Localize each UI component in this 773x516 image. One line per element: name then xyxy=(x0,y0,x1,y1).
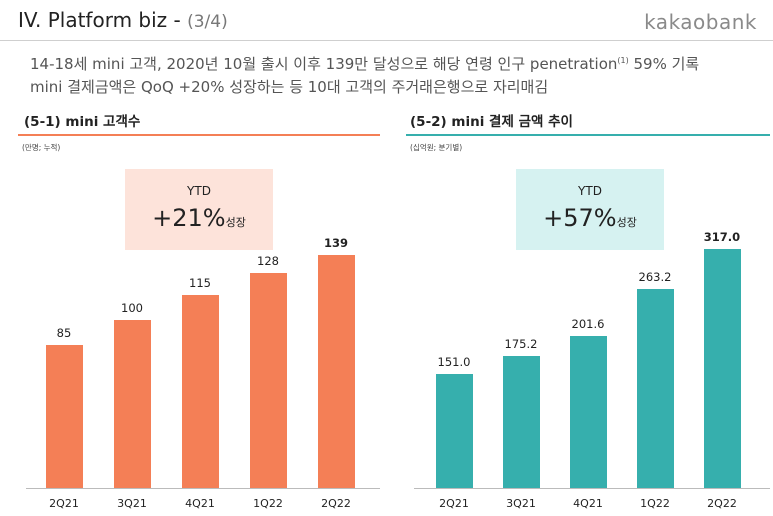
chart-right-tick-label-1Q22: 1Q22 xyxy=(640,497,670,510)
chart-right-bar-4Q21 xyxy=(569,336,607,488)
subtitle-line-1: 14-18세 mini 고객, 2020년 10월 출시 이후 139만 달성으… xyxy=(30,53,699,74)
chart-left-tick-label-3Q21: 3Q21 xyxy=(117,497,147,510)
chart-left-value-label-2Q22: 139 xyxy=(323,236,348,250)
chart-right-ytd-callout: YTD +57%성장 xyxy=(516,169,664,250)
chart-left-tick-label-2Q22: 2Q22 xyxy=(321,497,351,510)
chart-left-bar-2Q21 xyxy=(45,345,83,488)
chart-left-unit: (만명; 누적) xyxy=(22,143,61,152)
chart-left-value-label-2Q21: 85 xyxy=(56,326,72,340)
chart-right-ytd-label: YTD xyxy=(578,184,602,198)
chart-left-tick-label-1Q22: 1Q22 xyxy=(253,497,283,510)
header-divider xyxy=(0,40,773,41)
chart-right-bar-2Q21 xyxy=(435,374,473,488)
chart-right-bar-1Q22 xyxy=(636,289,674,488)
page-title: IV. Platform biz - (3/4) xyxy=(18,8,228,32)
chart-right-x-axis xyxy=(414,488,770,489)
chart-right-value-label-3Q21: 175.2 xyxy=(504,337,538,351)
chart-right-unit: (십억원; 분기별) xyxy=(410,143,463,152)
chart-left-ytd-callout: YTD +21%성장 xyxy=(125,169,273,250)
brand-logo: kakaobank xyxy=(644,10,757,34)
subtitle-line-1-text: 14-18세 mini 고객, 2020년 10월 출시 이후 139만 달성으… xyxy=(30,55,618,73)
chart-left-ytd-label: YTD xyxy=(187,184,211,198)
chart-right-tick-label-3Q21: 3Q21 xyxy=(506,497,536,510)
chart-left-value-label-3Q21: 100 xyxy=(121,301,143,315)
chart-left-ytd-suffix: 성장 xyxy=(225,216,246,229)
subtitle-line-1-end: 59% 기록 xyxy=(628,55,700,73)
chart-right-value-label-4Q21: 201.6 xyxy=(571,317,605,331)
chart-left-bar-4Q21 xyxy=(181,295,219,488)
chart-right-tick-label-2Q22: 2Q22 xyxy=(707,497,737,510)
chart-left-bar-1Q22 xyxy=(249,273,287,488)
chart-right-bar-2Q22 xyxy=(703,249,741,488)
chart-left-ytd-value: +21%성장 xyxy=(125,204,273,232)
chart-right-value-label-2Q21: 151.0 xyxy=(437,355,471,369)
subtitle-line-2: mini 결제금액은 QoQ +20% 성장하는 등 10대 고객의 주거래은행… xyxy=(30,78,549,96)
chart-right-value-label-2Q22: 317.0 xyxy=(703,230,741,244)
chart-left-bar-2Q22 xyxy=(317,255,355,488)
chart-right-title: (5-2) mini 결제 금액 추이 xyxy=(410,114,573,130)
chart-left-bar-3Q21 xyxy=(113,320,151,488)
chart-left-value-label-4Q21: 115 xyxy=(189,276,211,290)
chart-right-ytd-suffix: 성장 xyxy=(616,216,637,229)
page-title-text: IV. Platform biz - xyxy=(18,8,188,32)
chart-left-value-label-1Q22: 128 xyxy=(257,254,279,268)
chart-right-ytd-value: +57%성장 xyxy=(516,204,664,232)
chart-left-tick-label-2Q21: 2Q21 xyxy=(49,497,79,510)
chart-right-tick-label-4Q21: 4Q21 xyxy=(573,497,603,510)
chart-right-tick-label-2Q21: 2Q21 xyxy=(439,497,469,510)
chart-right-ytd-number: +57% xyxy=(543,204,617,232)
chart-right-title-underline xyxy=(406,134,770,136)
page-number: (3/4) xyxy=(187,12,228,32)
chart-right-bar-3Q21 xyxy=(502,356,540,488)
chart-left-title: (5-1) mini 고객수 xyxy=(24,114,141,130)
chart-left-x-axis xyxy=(26,488,380,489)
chart-right-value-label-1Q22: 263.2 xyxy=(638,270,672,284)
chart-left-tick-label-4Q21: 4Q21 xyxy=(185,497,215,510)
chart-left-title-underline xyxy=(18,134,380,136)
footnote-marker: (1) xyxy=(617,56,629,65)
chart-left-ytd-number: +21% xyxy=(152,204,226,232)
